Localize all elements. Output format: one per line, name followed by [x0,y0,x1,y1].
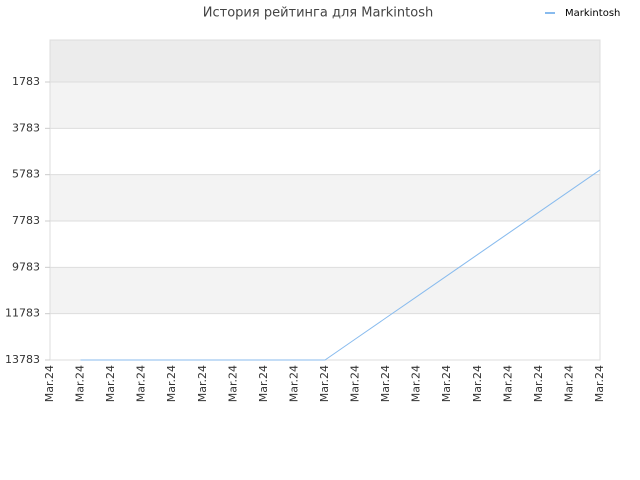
legend-label: Markintosh [565,8,620,19]
x-tick-label: Mar.24 [43,365,56,402]
plot-band [50,82,600,129]
x-tick-label: Mar.24 [74,365,87,402]
plot-band [50,174,600,222]
data-line [80,169,601,361]
x-tick-label: Mar.24 [226,365,239,402]
x-tick-label: Mar.24 [440,365,453,402]
x-tick-label: Mar.24 [349,365,362,402]
x-tick-label: Mar.24 [410,365,423,402]
y-tick-label: 11783 [5,307,40,320]
x-tick-label: Mar.24 [501,365,514,402]
x-tick-label: Mar.24 [562,365,575,402]
y-tick-label: 7783 [12,214,40,227]
x-tick-label: Mar.24 [196,365,209,402]
x-tick-label: Mar.24 [471,365,484,402]
x-tick-label: Mar.24 [257,365,270,402]
y-tick-label: 13783 [5,353,40,366]
plot-band [50,128,600,175]
plot-band [50,221,600,268]
plot-band [50,40,600,83]
y-tick-label: 3783 [12,121,40,134]
plot-band [50,313,600,360]
x-tick-label: Mar.24 [287,365,300,402]
plot-band [50,267,600,314]
x-tick-label: Mar.24 [532,365,545,402]
y-tick-label: 9783 [12,260,40,273]
x-tick-label: Mar.24 [104,365,117,402]
x-tick-label: Mar.24 [593,365,606,402]
y-tick-label: 1783 [12,75,40,88]
chart-title: История рейтинга для Markintosh [203,6,433,21]
x-tick-label: Mar.24 [318,365,331,402]
x-tick-label: Mar.24 [135,365,148,402]
x-tick-label: Mar.24 [165,365,178,402]
y-tick-label: 5783 [12,168,40,181]
x-tick-label: Mar.24 [379,365,392,402]
